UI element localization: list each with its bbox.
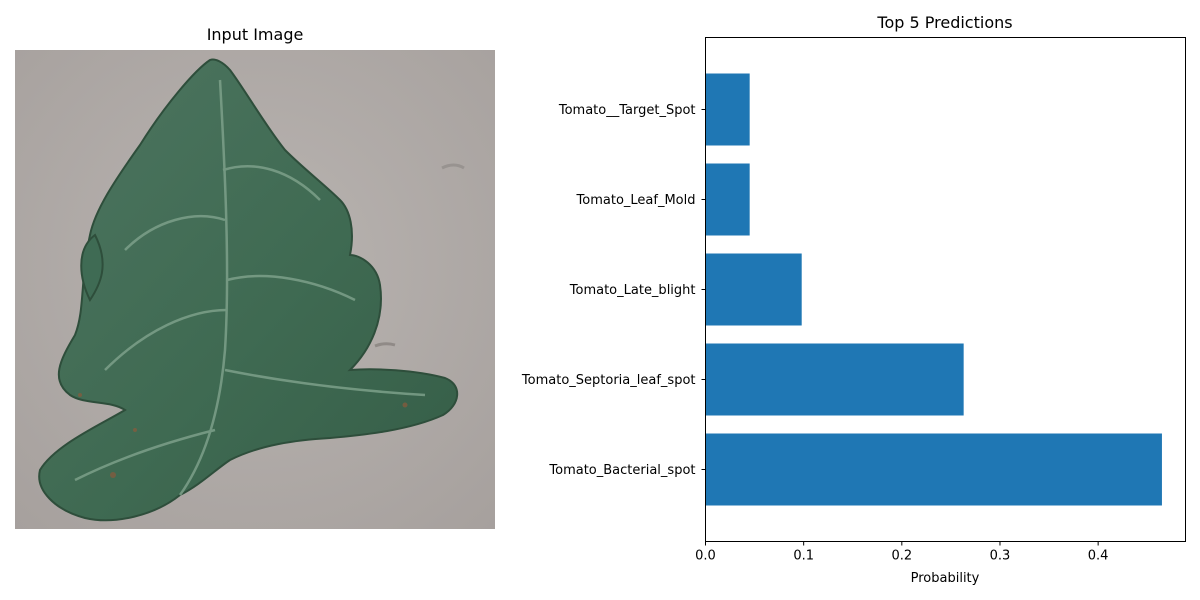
plot-frame [705, 37, 1186, 542]
bar-tomato-leaf-mold [705, 163, 750, 236]
y-tick-label: Tomato__Target_Spot [558, 103, 696, 118]
y-tick-label: Tomato_Bacterial_spot [548, 463, 695, 478]
bar-tomato-septoria-leaf-spot [705, 343, 964, 416]
input-leaf-image [15, 50, 495, 529]
leaf-veins [74, 79, 426, 496]
x-axis-label: Probability [911, 571, 980, 586]
y-tick-label: Tomato_Late_blight [569, 283, 696, 298]
bar-tomato-bacterial-spot [705, 433, 1162, 506]
y-tick-label: Tomato_Septoria_leaf_spot [521, 373, 696, 388]
y-tick-label: Tomato_Leaf_Mold [576, 193, 696, 208]
image-panel-title: Input Image [206, 25, 304, 44]
x-tick-label: 0.0 [695, 549, 716, 564]
leaf-shape [38, 58, 459, 522]
x-tick-label: 0.1 [793, 549, 814, 564]
bar-tomato-target-spot [705, 73, 750, 146]
x-tick-label: 0.2 [891, 549, 912, 564]
chart-title: Top 5 Predictions [877, 13, 1013, 32]
x-tick-label: 0.4 [1088, 549, 1109, 564]
leaf-lobe [80, 233, 104, 302]
x-tick-label: 0.3 [990, 549, 1011, 564]
bar-tomato-late-blight [705, 253, 802, 326]
